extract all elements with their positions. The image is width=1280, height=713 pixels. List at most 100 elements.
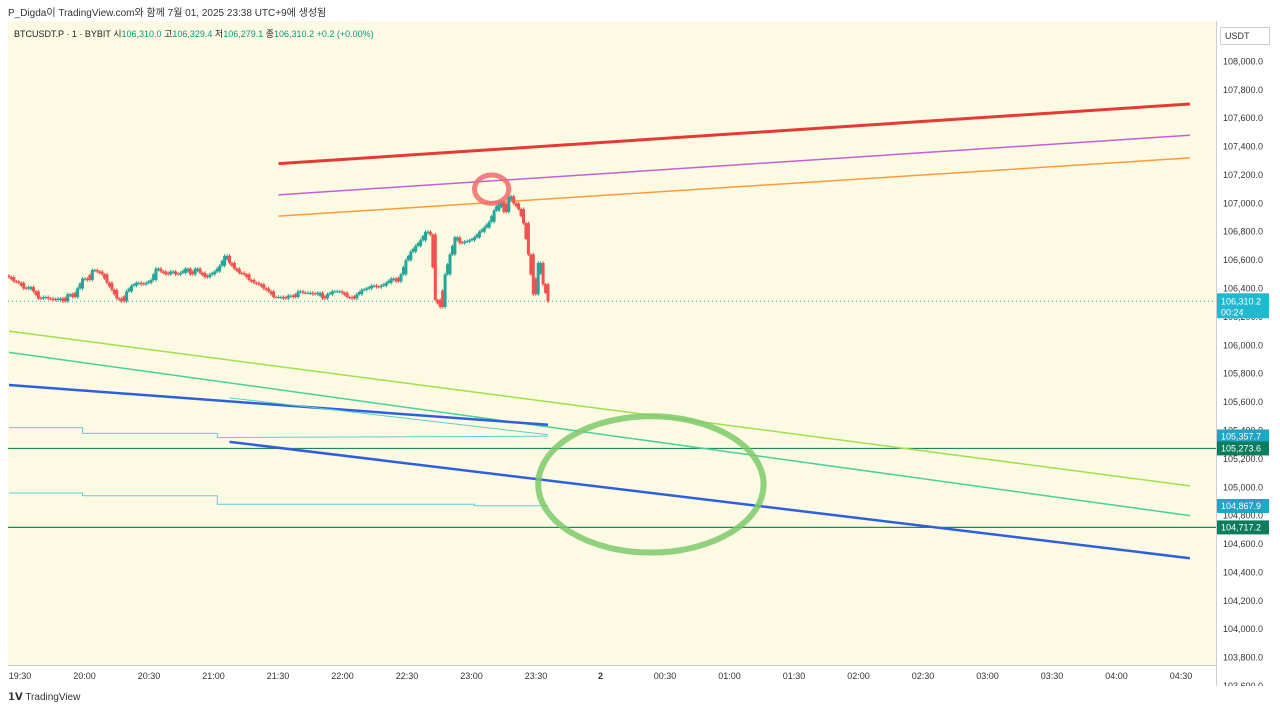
candle-body xyxy=(372,285,376,287)
candle-body xyxy=(240,272,244,274)
candle-body xyxy=(198,268,202,273)
candle-body xyxy=(107,282,111,287)
candle-body xyxy=(499,201,503,207)
candle-body xyxy=(517,203,521,210)
price-tick-label: 105,200.0 xyxy=(1223,454,1263,464)
candle-body xyxy=(44,297,48,299)
candle-body xyxy=(252,280,256,283)
candle-body xyxy=(470,238,474,241)
candle-body xyxy=(526,223,530,255)
candle-body xyxy=(154,268,158,281)
candle-body xyxy=(387,280,391,283)
candle-body xyxy=(51,298,55,300)
candle-body xyxy=(360,289,364,295)
candle-body xyxy=(193,268,197,275)
candle-body xyxy=(68,294,72,296)
candle-body xyxy=(269,291,273,295)
candle-body xyxy=(166,272,170,275)
candle-body xyxy=(441,290,445,307)
trend-line-6 xyxy=(229,440,1191,560)
candle-body xyxy=(36,291,40,299)
chart-plot-area[interactable] xyxy=(8,21,1216,686)
price-axis-svg: 108,000.0 107,800.0 107,600.0 107,400.0 107,… xyxy=(1217,56,1269,686)
candle-body xyxy=(409,251,413,261)
price-axis[interactable]: 108,000.0 107,800.0 107,600.0 107,400.0 107,… xyxy=(1216,21,1280,686)
time-axis[interactable]: 19:30 20:00 20:30 21:00 21:30 22:00 22:30 23:00… xyxy=(8,665,1216,687)
candle-body xyxy=(95,270,99,272)
candle-body xyxy=(125,291,129,302)
candle-body xyxy=(291,295,295,298)
candle-body xyxy=(448,254,452,275)
candle-body xyxy=(254,282,258,284)
step-line-1 xyxy=(9,492,548,507)
high-value: 106,329.4 xyxy=(172,29,213,39)
candle-body xyxy=(504,204,508,212)
candle-body xyxy=(546,284,550,302)
time-tick-label: 04:30 xyxy=(1170,671,1193,681)
time-axis-svg: 19:30 20:00 20:30 21:00 21:30 22:00 22:30 23:00… xyxy=(9,671,1193,681)
candle-body xyxy=(66,294,70,302)
candle-body xyxy=(404,260,408,275)
symbol-info[interactable]: BTCUSDT.P · 1 · BYBIT 시106,310.0 고106,32… xyxy=(14,27,374,40)
candle-body xyxy=(76,288,80,298)
candle-body xyxy=(487,221,491,228)
candle-body xyxy=(272,291,276,298)
price-tick-label: 105,000.0 xyxy=(1223,482,1263,492)
change-value: +0.2 (+0.00%) xyxy=(316,29,374,39)
candle-body xyxy=(394,278,398,282)
candle-body xyxy=(306,292,310,294)
candle-body xyxy=(14,281,18,283)
time-tick-label: 21:30 xyxy=(267,671,290,681)
candle-body xyxy=(303,292,307,294)
candle-body xyxy=(63,297,67,302)
tradingview-logo[interactable]: 𝟭𝗩 TradingView xyxy=(8,692,80,703)
candle-body xyxy=(330,291,334,295)
candle-body xyxy=(507,196,511,212)
candle-body xyxy=(49,298,53,300)
candle-body xyxy=(492,210,496,222)
candle-body xyxy=(164,271,168,275)
time-tick-label: 03:00 xyxy=(976,671,999,681)
time-tick-label: 22:30 xyxy=(396,671,419,681)
candle-body xyxy=(201,272,205,276)
candle-body xyxy=(450,245,454,255)
price-tag-label-3: 104,717.2 xyxy=(1221,522,1261,532)
chart-svg[interactable] xyxy=(8,21,1216,686)
candle-body xyxy=(321,292,325,299)
candle-body xyxy=(247,274,251,281)
close-label: 종 xyxy=(265,29,275,39)
candle-body xyxy=(58,298,62,300)
candle-body xyxy=(39,297,43,299)
price-tag-bg-0 xyxy=(1217,429,1269,444)
candle-body xyxy=(438,299,442,307)
candle-body xyxy=(514,203,518,207)
price-tick-label: 104,000.0 xyxy=(1223,624,1263,634)
candle-body xyxy=(103,274,107,279)
candle-body xyxy=(389,278,393,283)
time-tick-label: 20:30 xyxy=(138,671,161,681)
brand-name: TradingView xyxy=(25,692,81,703)
candle-body xyxy=(259,284,263,287)
candle-body xyxy=(326,294,329,299)
candle-body xyxy=(480,229,484,232)
candle-body xyxy=(142,283,146,285)
symbol-name[interactable]: BTCUSDT.P · 1 · BYBIT xyxy=(14,29,111,39)
candle-body xyxy=(210,272,214,275)
candle-body xyxy=(382,284,386,286)
candle-body xyxy=(357,292,361,295)
candle-body xyxy=(355,294,359,299)
candle-body xyxy=(299,291,303,293)
trend-line-2 xyxy=(278,157,1190,217)
candle-body xyxy=(100,271,104,275)
time-tick-label: 19:30 xyxy=(9,671,32,681)
candle-body xyxy=(183,268,187,273)
candle-body xyxy=(335,291,339,293)
candle-body xyxy=(465,240,469,242)
candle-body xyxy=(379,285,383,288)
time-tick-label: 23:00 xyxy=(460,671,483,681)
candle-body xyxy=(362,289,366,291)
currency-button[interactable]: USDT xyxy=(1220,27,1270,45)
candle-body xyxy=(225,255,229,260)
candle-body xyxy=(463,241,467,244)
low-label: 저 xyxy=(214,29,224,39)
